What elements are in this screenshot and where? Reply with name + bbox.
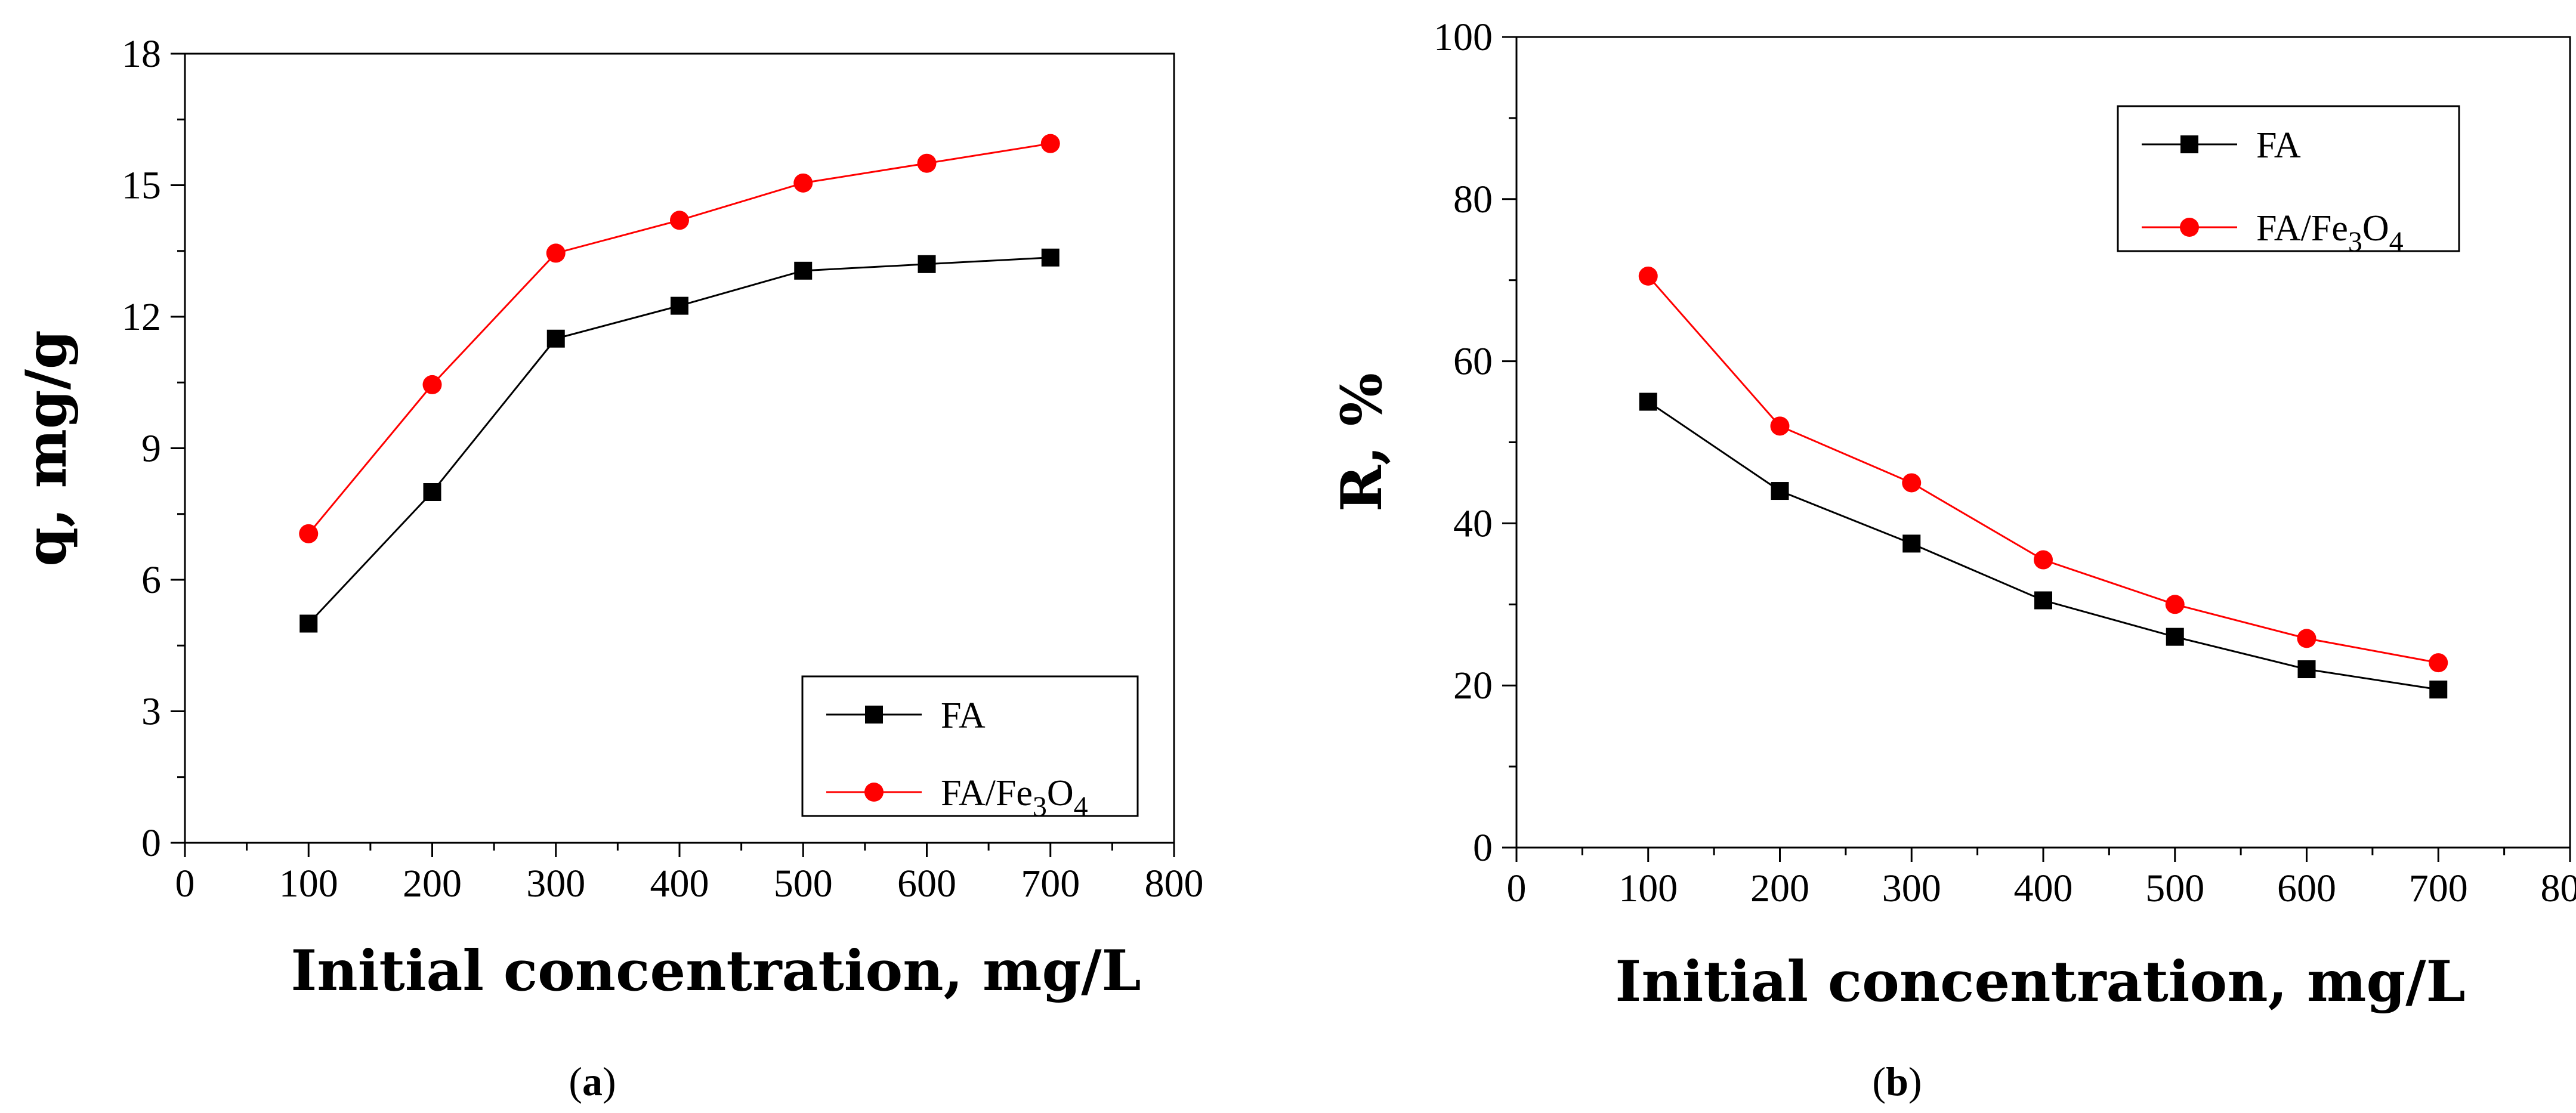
y-tick-label: 18 xyxy=(122,32,161,76)
legend: FA FA/Fe3O4 xyxy=(801,675,1139,823)
y-tick-label: 6 xyxy=(141,558,161,602)
x-tick-label: 0 xyxy=(175,862,195,905)
x-axis-title: Initial concentration, mg/L xyxy=(291,938,1141,1004)
data-point-square xyxy=(1902,534,1921,553)
x-tick-label: 100 xyxy=(1619,867,1678,910)
legend-label: FA/Fe3O4 xyxy=(2256,208,2404,258)
data-point-square xyxy=(546,329,565,348)
data-point-square xyxy=(2034,591,2052,610)
data-point-circle xyxy=(1902,473,1922,493)
x-tick-label: 400 xyxy=(2014,867,2073,910)
series-line-fa xyxy=(1647,401,2439,691)
data-point-circle xyxy=(299,524,319,543)
data-point-square xyxy=(1771,482,1789,500)
x-tick-label: 700 xyxy=(1021,862,1080,905)
data-point-circle xyxy=(422,375,442,394)
data-point-circle xyxy=(1040,134,1060,153)
x-tick-label: 600 xyxy=(2277,867,2336,910)
y-tick-label: 12 xyxy=(122,295,161,339)
data-point-square xyxy=(2297,660,2316,679)
legend-marker-circle xyxy=(2180,218,2199,237)
y-tick-label: 0 xyxy=(141,821,161,865)
data-point-circle xyxy=(1770,416,1790,436)
y-tick-label: 100 xyxy=(1434,16,1493,59)
y-tick-label: 9 xyxy=(141,427,161,471)
legend-label: FA xyxy=(2256,125,2301,166)
y-axis-title: R, % xyxy=(1329,373,1395,512)
data-point-circle xyxy=(2165,595,2185,614)
y-tick-label: 80 xyxy=(1453,178,1493,221)
data-point-circle xyxy=(1638,266,1658,286)
data-point-circle xyxy=(2429,653,2448,673)
data-point-circle xyxy=(917,153,937,173)
x-axis-title: Initial concentration, mg/L xyxy=(1615,949,2465,1015)
legend: FA FA/Fe3O4 xyxy=(2117,105,2460,258)
y-axis-title: q, mg/g xyxy=(14,330,79,566)
y-tick-label: 20 xyxy=(1453,664,1493,707)
data-point-square xyxy=(1041,248,1060,267)
legend-marker-square xyxy=(865,706,883,724)
data-point-square xyxy=(794,261,813,280)
x-tick-label: 500 xyxy=(774,862,833,905)
x-tick-label: 500 xyxy=(2145,867,2204,910)
data-point-square xyxy=(918,255,936,273)
y-tick-label: 15 xyxy=(122,164,161,208)
x-tick-label: 100 xyxy=(279,862,338,905)
x-tick-label: 300 xyxy=(1882,867,1941,910)
data-point-circle xyxy=(670,211,689,230)
y-tick-label: 3 xyxy=(141,690,161,734)
y-tick-label: 40 xyxy=(1453,502,1493,545)
data-point-circle xyxy=(546,243,566,263)
series-line-fa-fe3o4 xyxy=(308,143,1051,534)
chart-b: 0 100 200 300 400 500 600 700 800 0 20 40 60 80 100 Ini… xyxy=(1329,16,2576,1104)
x-tick-label: 600 xyxy=(897,862,956,905)
y-tick-label: 60 xyxy=(1453,340,1493,384)
x-tick-label: 700 xyxy=(2409,867,2468,910)
chart-a: 0 100 200 300 400 500 600 700 800 0 3 6 9 12 15 18 Initi… xyxy=(14,32,1204,1104)
y-tick-label: 0 xyxy=(1473,826,1493,870)
panel-label: (a) xyxy=(569,1059,616,1104)
data-point-square xyxy=(671,296,688,315)
x-tick-label: 300 xyxy=(526,862,585,905)
data-point-square xyxy=(2429,680,2448,698)
legend-marker-circle xyxy=(864,783,884,802)
legend-label: FA/Fe3O4 xyxy=(941,773,1088,823)
x-tick-label: 800 xyxy=(1145,862,1204,905)
x-tick-label: 0 xyxy=(1507,867,1527,910)
data-point-square xyxy=(2166,627,2184,646)
x-tick-label: 800 xyxy=(2541,867,2576,910)
data-point-circle xyxy=(2297,629,2316,648)
legend-label: FA xyxy=(941,695,986,736)
data-point-square xyxy=(1639,392,1657,411)
x-tick-label: 200 xyxy=(403,862,462,905)
data-point-square xyxy=(423,483,441,501)
data-point-circle xyxy=(2034,550,2053,570)
data-point-square xyxy=(299,614,318,633)
legend-marker-square xyxy=(2180,135,2198,153)
x-tick-label: 400 xyxy=(650,862,709,905)
panel-label: (b) xyxy=(1872,1059,1922,1104)
x-tick-label: 200 xyxy=(1750,867,1809,910)
data-point-circle xyxy=(793,173,813,193)
